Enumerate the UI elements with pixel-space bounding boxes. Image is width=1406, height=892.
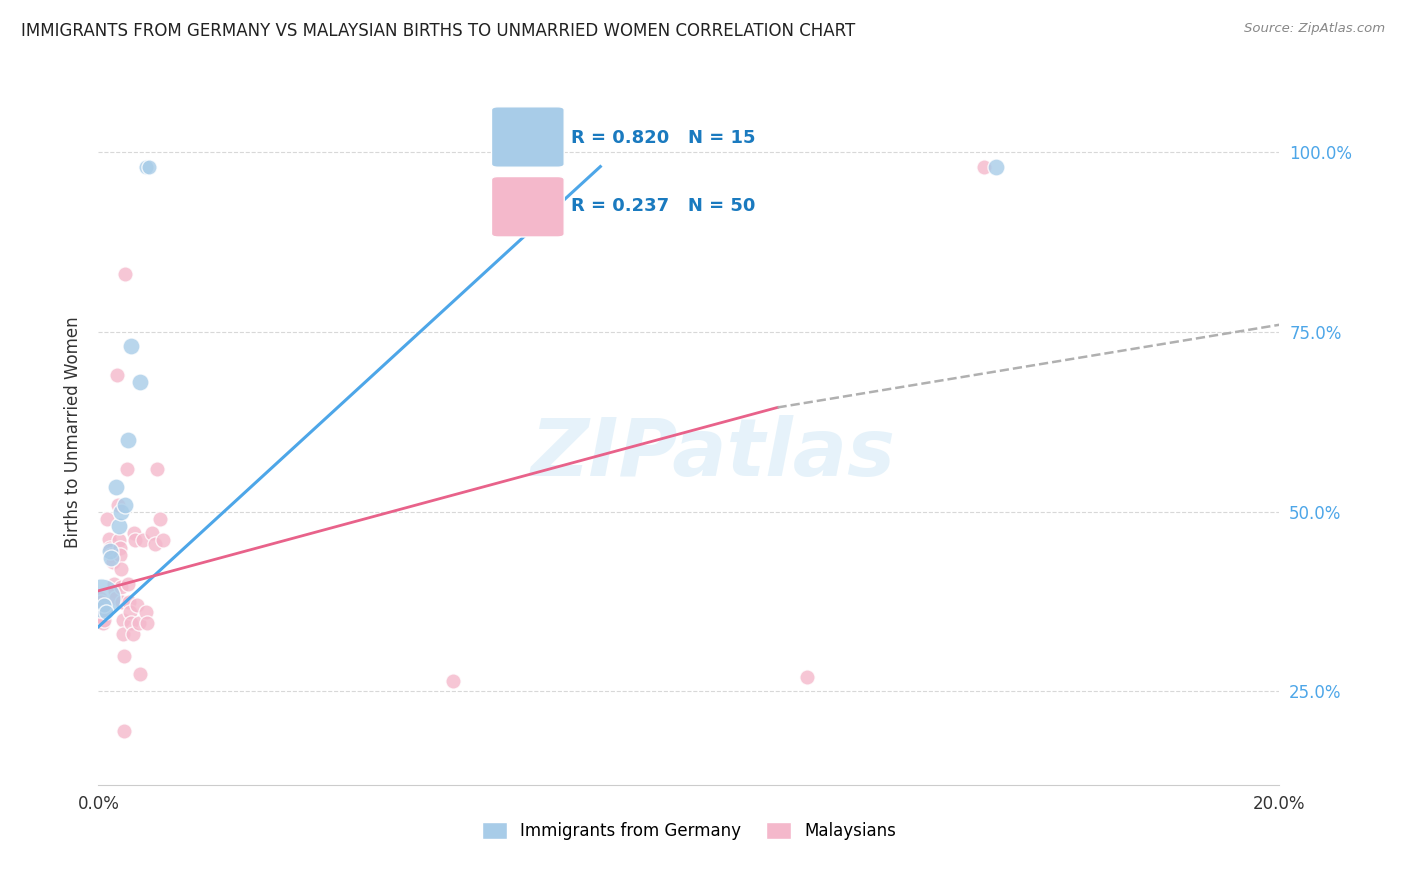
Point (120, 606, 142, 620)
Point (120, 339, 142, 353)
Point (110, 548, 132, 562)
Point (105, 368, 128, 383)
Point (796, 670, 818, 684)
Point (110, 580, 132, 594)
Point (105, 479, 128, 493)
Point (93, 613, 115, 627)
Point (973, 160, 995, 174)
Point (98, 541, 121, 555)
Point (146, 461, 169, 475)
Point (110, 562, 132, 576)
Y-axis label: Births to Unmarried Women: Births to Unmarried Women (63, 317, 82, 549)
Point (135, 606, 157, 620)
Point (105, 591, 128, 605)
Point (110, 505, 132, 519)
Point (117, 576, 139, 591)
Point (441, 673, 464, 688)
Point (128, 376, 150, 390)
Text: ZIPatlas: ZIPatlas (530, 415, 896, 492)
Point (108, 533, 131, 548)
Point (108, 519, 131, 533)
Point (143, 537, 166, 551)
Legend: Immigrants from Germany, Malaysians: Immigrants from Germany, Malaysians (475, 815, 903, 847)
Point (121, 616, 143, 631)
Point (91, 609, 114, 624)
Text: Source: ZipAtlas.com: Source: ZipAtlas.com (1244, 22, 1385, 36)
Point (112, 627, 135, 641)
Point (141, 526, 163, 541)
Point (112, 648, 135, 663)
Point (100, 548, 122, 562)
Point (103, 576, 125, 591)
Point (91, 616, 114, 631)
Point (115, 461, 138, 475)
Point (111, 613, 134, 627)
Point (135, 616, 157, 631)
Point (984, 160, 1007, 174)
Point (91, 602, 114, 616)
Point (90, 594, 112, 608)
Point (152, 533, 174, 548)
Point (104, 583, 127, 598)
Point (132, 533, 155, 548)
Text: IMMIGRANTS FROM GERMANY VS MALAYSIAN BIRTHS TO UNMARRIED WOMEN CORRELATION CHART: IMMIGRANTS FROM GERMANY VS MALAYSIAN BIR… (21, 22, 855, 40)
Point (121, 627, 143, 641)
Point (107, 498, 129, 512)
Point (98, 544, 121, 558)
Point (98, 532, 121, 546)
Point (90, 591, 112, 605)
Point (96, 512, 118, 526)
Point (93, 598, 115, 612)
Point (124, 533, 146, 548)
Point (149, 512, 172, 526)
Point (118, 594, 141, 608)
Point (89, 591, 111, 605)
Point (111, 594, 134, 608)
Point (135, 160, 157, 174)
Point (122, 526, 145, 541)
Point (93, 606, 115, 620)
Point (128, 666, 150, 681)
Point (128, 616, 150, 631)
Point (103, 555, 125, 569)
Point (108, 541, 131, 555)
Point (114, 268, 136, 282)
Point (114, 498, 136, 512)
Point (94, 606, 117, 620)
Point (138, 160, 160, 174)
Point (112, 724, 135, 739)
Point (125, 598, 148, 612)
Point (100, 551, 122, 566)
Point (117, 433, 139, 447)
